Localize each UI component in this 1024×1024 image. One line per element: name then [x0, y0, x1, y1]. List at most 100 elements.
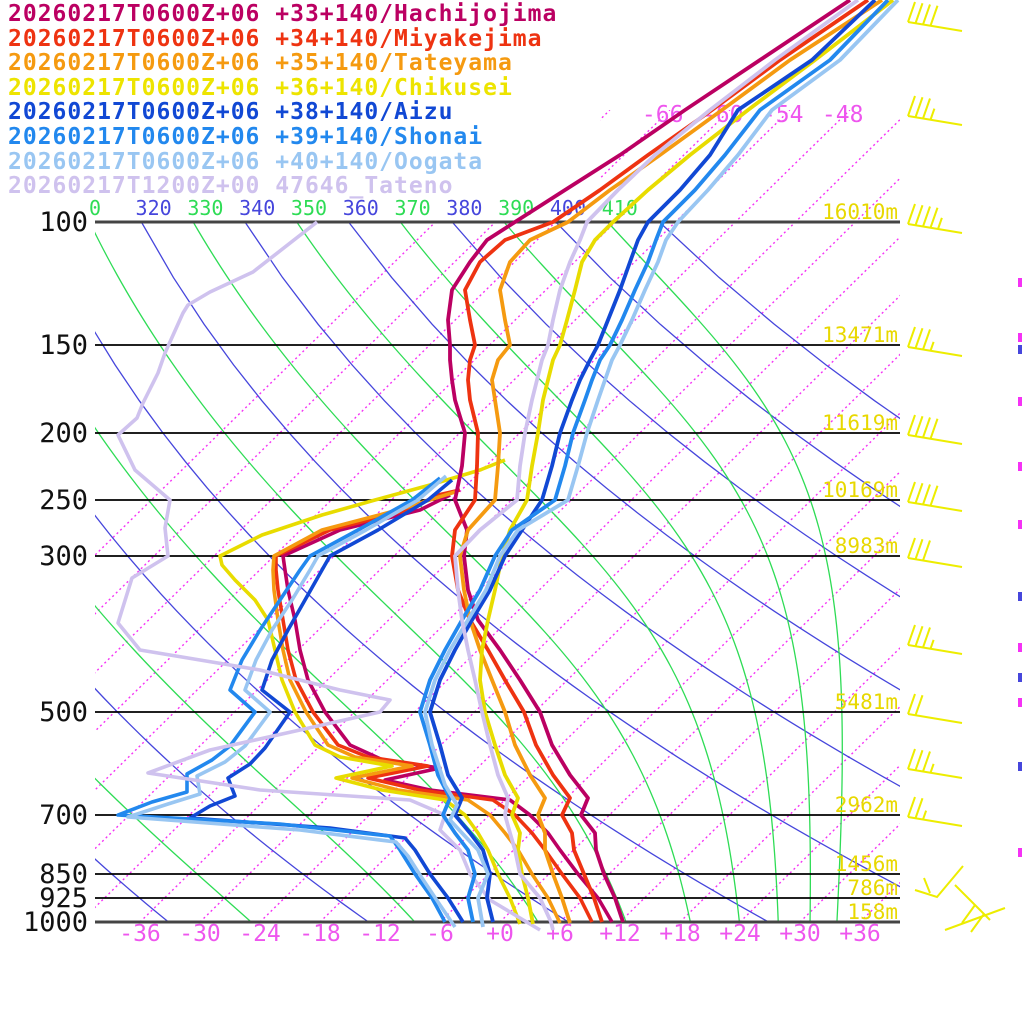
isotherm-line — [920, 110, 1024, 922]
wind-barb-staff — [907, 115, 963, 126]
wind-barb-crossbar — [944, 907, 1006, 931]
wind-barb-feather — [914, 482, 924, 504]
wind-barb-feather — [922, 329, 931, 350]
wind-barb-feather — [914, 797, 924, 819]
isotherm-line — [95, 110, 551, 922]
theta-label: 360 — [343, 196, 379, 220]
wind-barb-feather — [907, 1, 916, 23]
theta-label: 350 — [291, 196, 327, 220]
wind-barb-feather — [907, 796, 916, 818]
temp-label-top: -48 — [822, 102, 864, 128]
wind-barb-feather — [929, 763, 935, 774]
legend-row: 20260217T0600Z+06 +33+140/Hachijojima — [8, 1, 558, 27]
dry-adiabat-line — [555, 221, 900, 922]
pressure-label: 250 — [39, 485, 88, 516]
pressure-label: 1000 — [23, 907, 88, 938]
wind-barb-feather — [914, 694, 924, 716]
wind-barb-staff — [907, 501, 963, 512]
legend-row: 20260217T0600Z+06 +40+140/Oogata — [8, 148, 484, 175]
pressure-levels: 100 16010m 150 13471m 200 11619m 250 10169m 300 8… — [23, 200, 900, 938]
temp-label-bottom: +36 — [839, 921, 881, 947]
wind-barb-feather — [907, 414, 916, 436]
temperature-curve-chikusei — [478, 0, 895, 925]
altitude-label: 5481m — [835, 690, 898, 714]
isotherm-line — [199, 110, 900, 922]
isotherm-line — [619, 110, 900, 922]
wind-barb-feather — [922, 540, 931, 561]
altitude-label: 16010m — [822, 200, 898, 224]
temperature-curve-shonai — [418, 0, 890, 923]
moist-adiabat-line — [399, 221, 779, 922]
isotherm-line — [259, 110, 900, 922]
wind-barb-feather — [929, 485, 939, 507]
altitude-label: 10169m — [822, 478, 898, 502]
wind-barb-staff — [907, 816, 963, 827]
pressure-label: 300 — [39, 541, 88, 572]
wind-barb-feather — [961, 904, 976, 924]
edge-tick — [1018, 278, 1022, 287]
moist-adiabat-line — [192, 221, 691, 922]
wind-barb-feather — [914, 625, 924, 647]
moist-adiabat-line — [95, 221, 252, 922]
dewpoint-curve-aizu — [188, 478, 465, 923]
edge-tick — [1018, 698, 1022, 707]
wind-barb-staff — [907, 223, 963, 234]
edge-tick — [1018, 397, 1022, 406]
edge-tick — [1018, 345, 1022, 354]
wind-barb-staff — [907, 21, 963, 32]
pressure-label: 100 — [39, 207, 88, 238]
wind-barb-feather — [914, 204, 924, 226]
temperature-curve-tateno — [453, 0, 860, 931]
wind-barb-feather — [929, 639, 935, 650]
wind-barb-staff — [907, 768, 963, 779]
temperature-curve-oogata — [423, 0, 900, 928]
altitude-label: 2962m — [835, 793, 898, 817]
wind-barb-feather — [929, 418, 939, 440]
wind-barb-staff — [907, 713, 963, 724]
isotherm-line — [319, 110, 900, 922]
station-curves — [116, 0, 900, 932]
temp-label-bottom: +18 — [659, 921, 701, 947]
dewpoint-curve-chikusei — [218, 458, 522, 925]
wind-barb-feather — [923, 877, 931, 894]
pressure-label: 200 — [39, 418, 88, 449]
pressure-label: 700 — [39, 800, 88, 831]
wind-barb-staff — [907, 557, 963, 568]
theta-label: 380 — [446, 196, 482, 220]
legend-row: 20260217T0600Z+06 +34+140/Miyakejima — [8, 25, 543, 52]
pressure-label: 500 — [39, 697, 88, 728]
moist-adiabat-line — [607, 221, 843, 922]
theta-label: 370 — [395, 196, 431, 220]
altitude-label: 13471m — [822, 323, 898, 347]
edge-tick — [1018, 462, 1022, 471]
temp-label-bottom: -12 — [359, 921, 401, 947]
edge-tick — [1018, 848, 1022, 857]
wind-barb-feather — [907, 95, 916, 117]
dry-adiabat-line — [95, 221, 569, 922]
wind-barb-feather — [922, 751, 931, 772]
isotherm-line — [95, 110, 671, 922]
wind-barb-feather — [907, 693, 916, 715]
wind-barb-feather — [922, 4, 931, 25]
temperature-curve-tateyama — [458, 0, 884, 924]
bottom-temp-labels: -36 -30 -24 -18 -12 -6 +0 +6 +12 +18 +24 +30 +36-66-… — [119, 102, 881, 947]
dewpoint-curve-tateno — [116, 220, 541, 932]
wind-barb-staff — [907, 434, 963, 445]
edge-tick — [1018, 592, 1022, 601]
wind-barb-feather — [929, 341, 935, 352]
wind-barb-feather — [914, 96, 924, 118]
dewpoint-curve-hachijojima — [281, 493, 614, 923]
wind-barb-feather — [937, 217, 943, 230]
sounding-legend: 20260217T0600Z+06 +33+140/Hachijojima 202… — [8, 2, 557, 199]
theta-label: 390 — [498, 196, 534, 220]
theta-label: 320 — [136, 196, 172, 220]
temp-label-bottom: +0 — [486, 921, 514, 947]
wind-barb-feather — [907, 481, 916, 503]
theta-label: 340 — [239, 196, 275, 220]
legend-row: 20260217T1200Z+00 47646_Tateno — [8, 173, 454, 200]
isotherm-line — [799, 110, 900, 922]
dry-adiabat-line — [95, 221, 169, 922]
wind-barb-feather — [907, 748, 916, 770]
wind-barb-feather — [907, 624, 916, 646]
